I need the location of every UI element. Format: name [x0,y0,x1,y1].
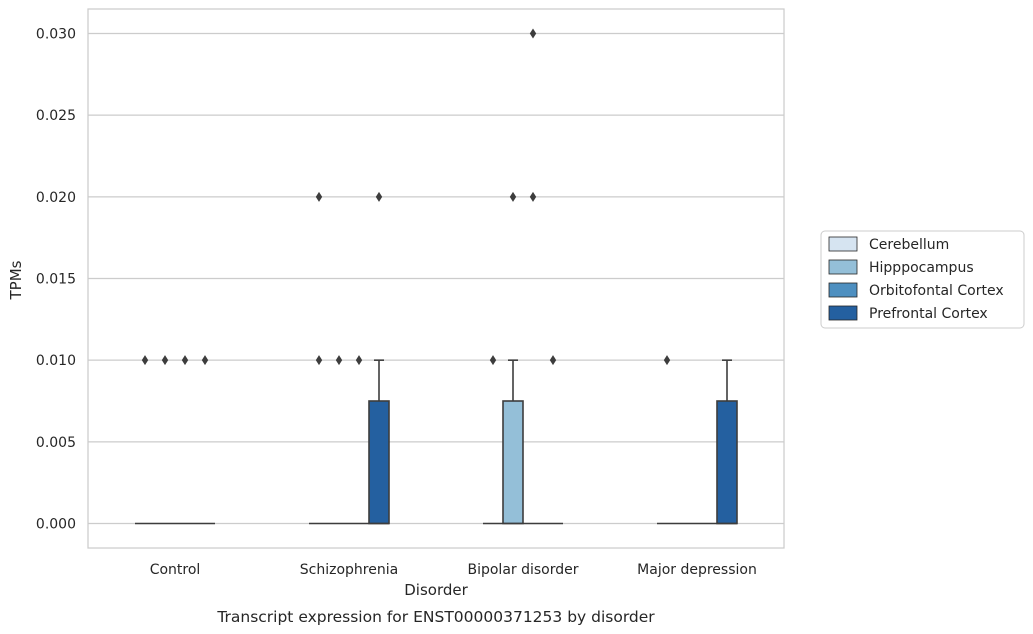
outlier-point [549,355,557,366]
legend-label: Prefrontal Cortex [869,306,988,322]
outlier-point [335,355,343,366]
legend-swatch [828,259,858,275]
plot-frame [87,8,785,549]
legend: Cerebellum Hipppocampus Orbitofontal Corte… [820,230,1025,329]
outlier-point [375,191,383,202]
box-body [502,400,524,525]
outlier-point [489,355,497,366]
y-tick-label: 0.010 [36,353,76,369]
y-axis-label: TPMs [7,260,25,300]
y-tick-label: 0.030 [36,27,76,43]
box-orbitofontal-cortex [349,355,369,525]
outlier-point [355,355,363,366]
outlier-point [315,191,323,202]
outlier-point [529,28,537,39]
y-tick-label: 0.020 [36,190,76,206]
outlier-point [315,355,323,366]
box-orbitofontal-cortex [175,355,195,525]
x-axis-ticks: Control Schizophrenia Bipolar disorder Majo… [150,562,757,578]
legend-label: Hipppocampus [869,260,974,276]
legend-label: Cerebellum [869,237,949,253]
legend-swatch [828,236,858,252]
box-orbitofontal-cortex [523,28,543,525]
box-hipppocampus [502,191,524,525]
x-tick-label: Bipolar disorder [467,562,578,578]
outlier-point [181,355,189,366]
x-axis-label: Disorder [404,581,468,599]
outlier-point [161,355,169,366]
outlier-point [529,191,537,202]
box-prefrontal-cortex [543,355,563,525]
legend-swatch [828,282,858,298]
x-tick-label: Control [150,562,201,578]
box-cerebellum [483,355,503,525]
y-tick-label: 0.005 [36,435,76,451]
outlier-point [141,355,149,366]
box-prefrontal-cortex [368,191,390,525]
legend-label: Orbitofontal Cortex [869,283,1004,299]
outlier-point [509,191,517,202]
y-axis-ticks: 0.000 0.005 0.010 0.015 0.020 0.025 0.030 [36,27,76,533]
box-cerebellum [309,191,329,525]
outlier-point [201,355,209,366]
box-plot-series [135,28,738,525]
y-tick-label: 0.025 [36,108,76,124]
y-tick-label: 0.015 [36,272,76,288]
y-tick-label: 0.000 [36,517,76,533]
box-prefrontal-cortex [716,359,738,525]
box-body [716,400,738,525]
x-tick-label: Major depression [637,562,757,578]
legend-swatch [828,305,858,321]
box-cerebellum [135,355,155,525]
box-body [368,400,390,525]
box-prefrontal-cortex [195,355,215,525]
gridlines [88,32,784,525]
box-cerebellum [657,355,677,525]
chart-caption: Transcript expression for ENST0000037125… [216,608,655,626]
box-hipppocampus [329,355,349,525]
outlier-point [663,355,671,366]
x-tick-label: Schizophrenia [300,562,398,578]
legend-frame [820,230,1025,329]
box-hipppocampus [155,355,175,525]
